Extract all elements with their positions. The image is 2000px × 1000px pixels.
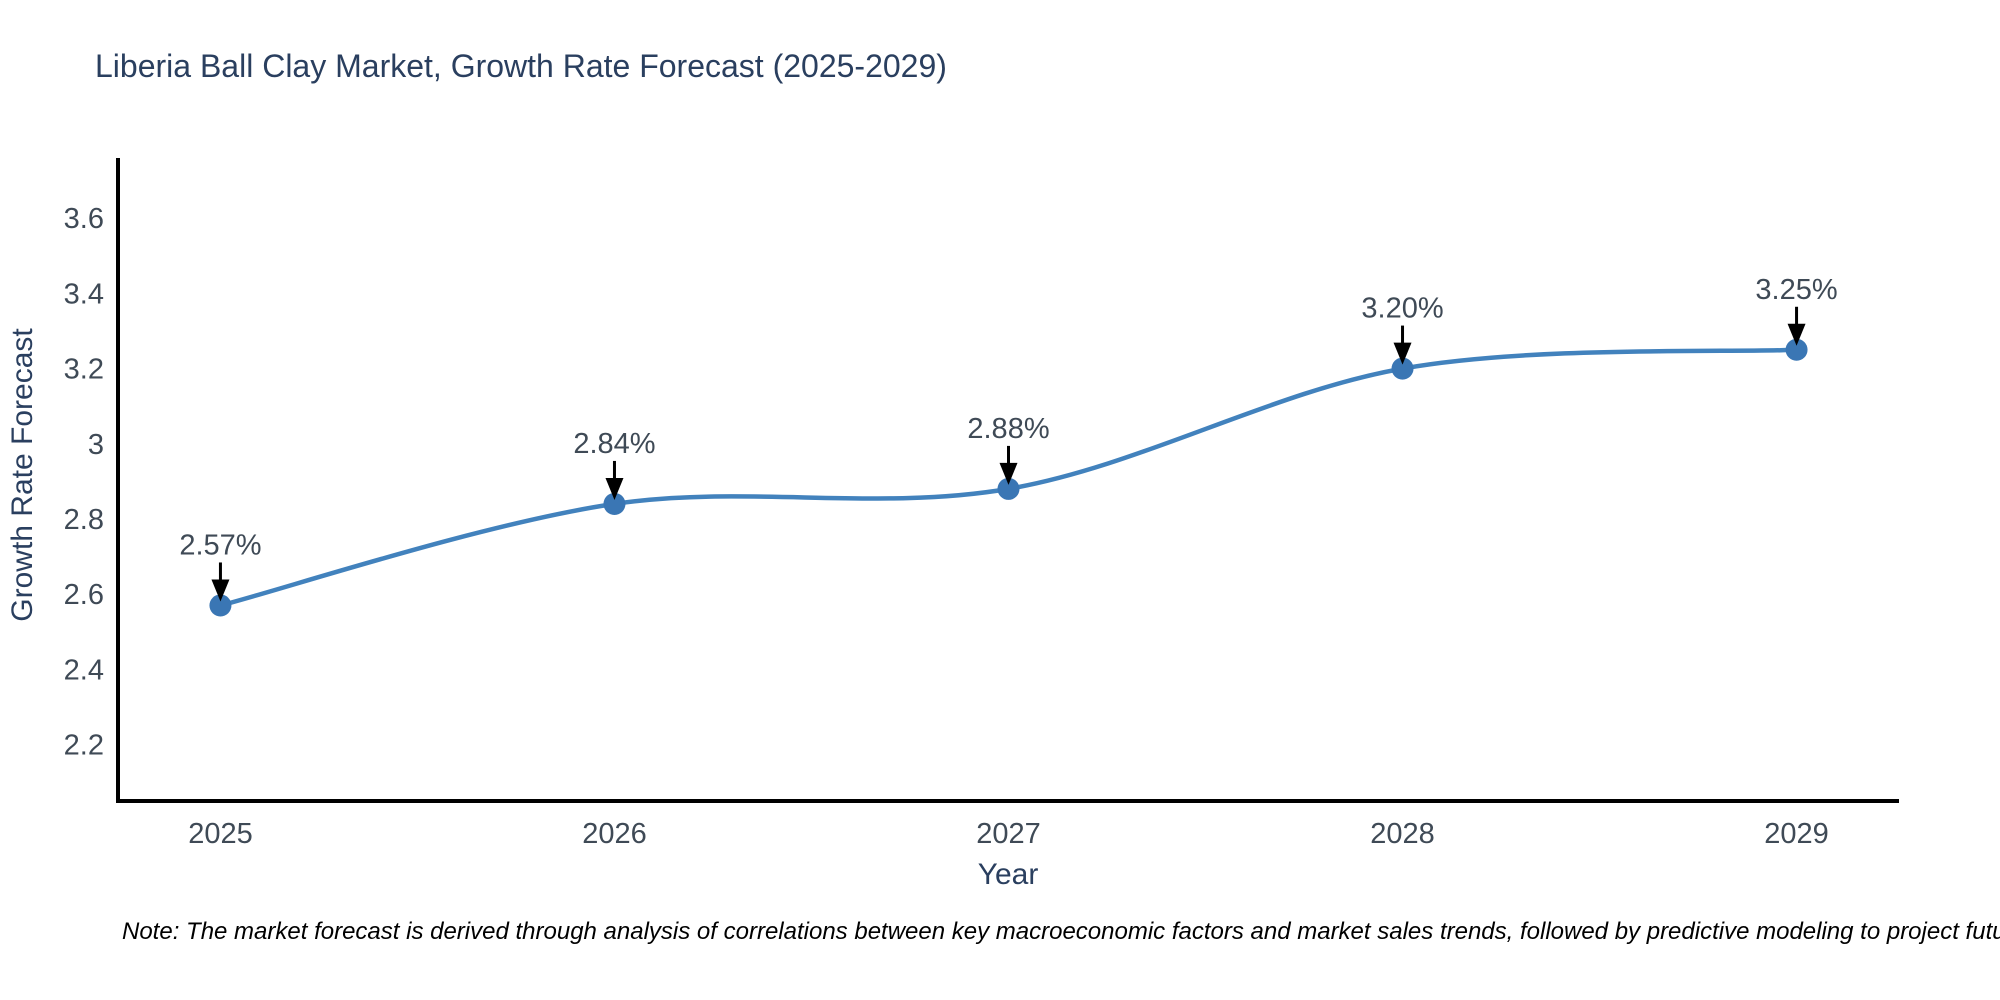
y-tick-label: 3	[88, 429, 104, 461]
x-tick-label: 2028	[1370, 818, 1435, 850]
annotation-arrowhead	[1787, 323, 1806, 346]
data-point-marker	[997, 477, 1020, 500]
axes	[116, 158, 1899, 803]
y-tick-label: 3.4	[64, 278, 104, 310]
data-point-label: 2.84%	[573, 428, 655, 460]
x-tick-label: 2027	[976, 818, 1041, 850]
y-axis-title: Growth Rate Forecast	[6, 328, 39, 622]
x-tick-label: 2026	[582, 818, 647, 850]
y-tick-label: 2.2	[64, 730, 104, 762]
footnote: Note: The market forecast is derived thr…	[122, 918, 2000, 945]
data-point-marker	[209, 594, 232, 617]
annotation-arrowhead	[1393, 342, 1412, 365]
y-tick-label: 2.8	[64, 504, 104, 536]
data-point-label: 3.20%	[1361, 293, 1443, 325]
data-point-marker	[603, 492, 626, 515]
data-point-marker	[1785, 338, 1808, 361]
y-axis-tick-labels: 2.2 2.4 2.6 2.8 3 3.2 3.4 3.6	[64, 203, 104, 761]
x-axis-tick-labels: 2025 2026 2027 2028 2029	[188, 818, 1829, 850]
x-tick-label: 2029	[1764, 818, 1829, 850]
y-tick-label: 3.6	[64, 203, 104, 235]
chart-title: Liberia Ball Clay Market, Growth Rate Fo…	[95, 48, 947, 84]
y-tick-label: 2.4	[64, 654, 104, 686]
x-axis-title: Year	[978, 858, 1039, 891]
annotation-arrowhead	[605, 477, 624, 500]
annotation-arrowhead	[211, 579, 230, 602]
data-point-label: 3.25%	[1755, 274, 1837, 306]
y-tick-label: 3.2	[64, 354, 104, 386]
data-point-label: 2.88%	[967, 413, 1049, 445]
data-point-label: 2.57%	[179, 529, 261, 561]
series-markers	[209, 338, 1808, 617]
annotation-arrowhead	[999, 462, 1018, 485]
x-tick-label: 2025	[188, 818, 253, 850]
y-tick-label: 2.6	[64, 579, 104, 611]
data-point-marker	[1391, 357, 1414, 380]
point-annotations: 2.57% 2.84% 2.88% 3.20% 3.25%	[179, 274, 1838, 602]
